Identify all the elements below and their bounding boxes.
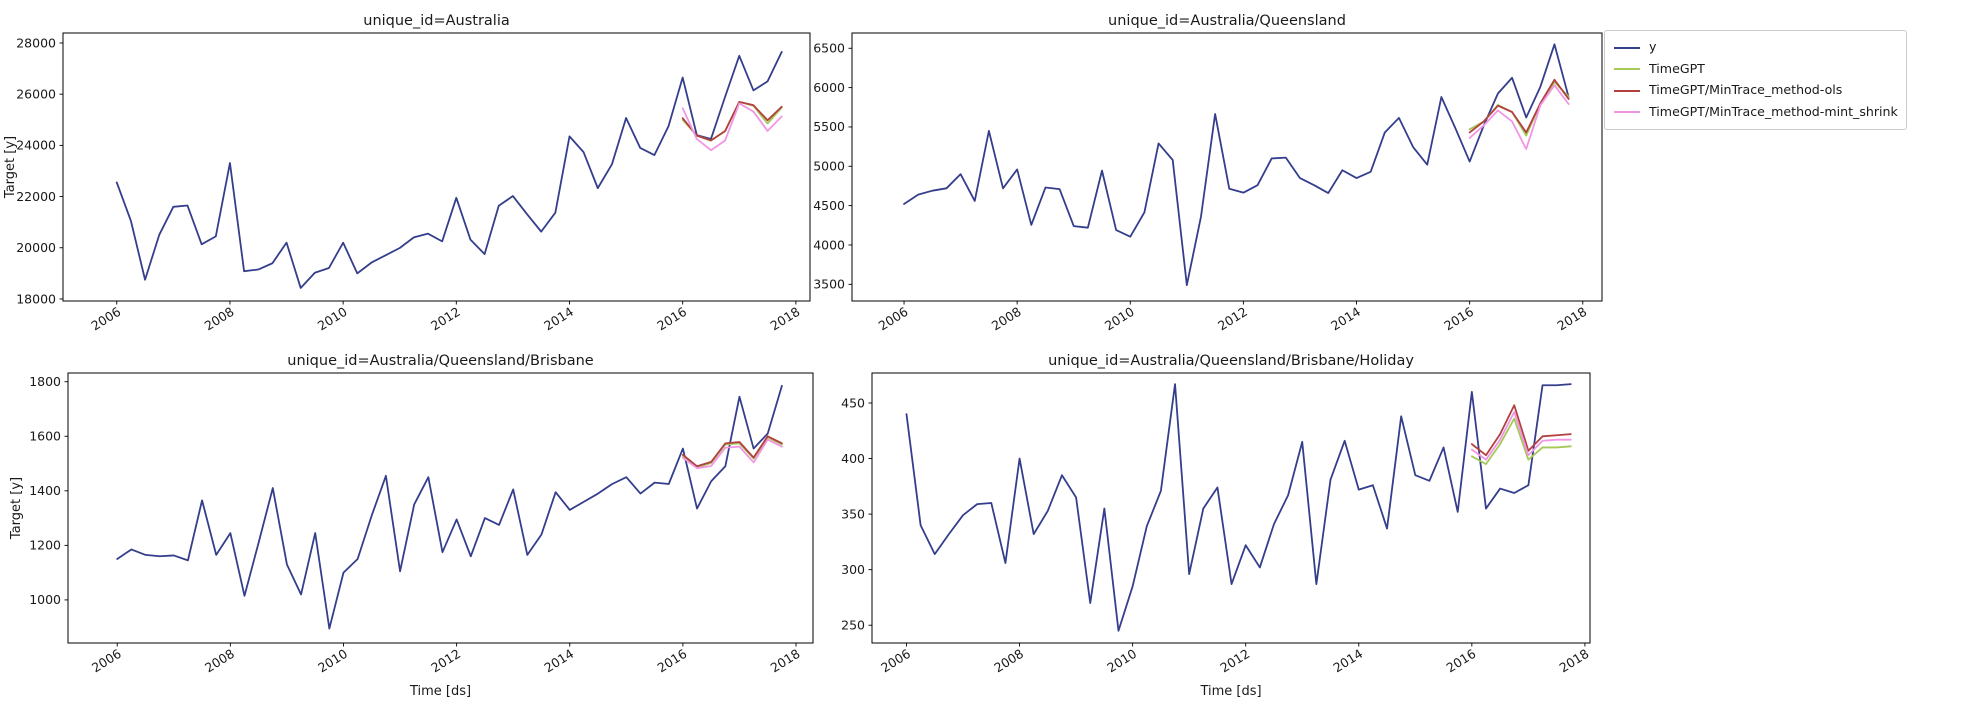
series-line-y [905,383,1572,632]
x-axis-tick-label: 2010 [1102,304,1137,334]
y-axis-label: Target [y] [3,136,18,199]
x-axis-tick-label: 2010 [1104,646,1139,676]
x-axis-tick-label: 2012 [428,646,463,676]
y-axis-tick-label: 4500 [813,198,845,213]
y-axis-tick-label: 20000 [16,240,56,255]
y-axis-tick-label: 6500 [813,41,845,56]
x-axis-tick-label: 2014 [1328,304,1363,334]
y-axis-tick-label: 350 [841,506,865,521]
y-axis-tick-label: 1000 [29,592,61,607]
y-axis-tick-label: 4000 [813,237,845,252]
x-axis-tick-label: 2008 [989,304,1024,334]
y-axis-tick-label: 1400 [29,483,61,498]
series-line-timegpt-mintrace-method-ols [681,100,783,142]
y-axis-tick-label: 450 [841,395,865,410]
subplot-queensland: 3500 4000 4500 5000 5500 6000 6500 2006 2008 2010… [813,13,1603,334]
series-line-timegpt-mintrace-method-mint-shrink [681,438,783,470]
x-axis-tick-label: 2008 [991,646,1026,676]
series-line-timegpt-mintrace-method-mint-shrink [1468,84,1570,150]
x-axis-tick-label: 2008 [202,304,237,334]
y-axis-tick-label: 22000 [16,189,56,204]
x-axis-tick-label: 2012 [1217,646,1252,676]
series-line-y [903,43,1570,287]
x-axis-tick-label: 2014 [541,646,576,676]
plot-title: unique_id=Australia/Queensland [1108,13,1346,29]
series-line-timegpt [1468,81,1570,137]
x-axis-tick-label: 2006 [88,304,123,334]
legend-item-label: TimeGPT [1649,60,1705,76]
x-axis-tick-label: 2012 [428,304,463,334]
plot-title: unique_id=Australia/Queensland/Brisbane/… [1048,353,1414,369]
y-axis-tick-label: 1800 [29,374,61,389]
legend-item: y [1614,37,1898,59]
x-axis-tick-label: 2006 [878,646,913,676]
y-axis-tick-label: 6000 [813,80,845,95]
plot-title: unique_id=Australia [363,13,510,29]
legend-line-swatch [1614,111,1640,114]
legend-line-swatch [1614,68,1640,71]
subplot-brisbane: 1000 1200 1400 1600 1800 2006 2008 2010 2012 2014… [9,353,814,699]
x-axis-tick-label: 2012 [1215,304,1250,334]
x-axis-label: Time [ds] [409,684,471,699]
y-axis-tick-label: 28000 [16,35,56,50]
y-axis-tick-label: 26000 [16,86,56,101]
y-axis-tick-label: 1200 [29,538,61,553]
y-axis-tick-label: 5500 [813,119,845,134]
x-axis-label: Time [ds] [1199,684,1261,699]
legend-item-label: TimeGPT/MinTrace_method-ols [1649,82,1843,98]
y-axis-tick-label: 250 [841,618,865,633]
plot-frame [871,372,1591,644]
series-line-timegpt-mintrace-method-mint-shrink [1470,410,1572,461]
plot-frame [67,372,814,644]
subplot-australia: 18000 20000 22000 24000 26000 28000 2006 2008 20… [3,13,811,334]
legend-item: TimeGPT [1614,59,1898,81]
y-axis-tick-label: 400 [841,451,865,466]
x-axis-tick-label: 2016 [1441,304,1476,334]
x-axis-tick-label: 2006 [876,304,911,334]
legend-item: TimeGPT/MinTrace_method-mint_shrink [1614,102,1898,124]
legend-line-swatch [1614,89,1640,92]
y-axis-label: Target [y] [9,477,24,540]
legend-item-label: TimeGPT/MinTrace_method-mint_shrink [1649,103,1898,119]
x-axis-tick-label: 2018 [1554,304,1589,334]
plot-frame [62,32,811,302]
x-axis-tick-label: 2014 [1330,646,1365,676]
x-axis-tick-label: 2016 [1444,646,1479,676]
legend-line-swatch [1614,46,1640,49]
legend-item: TimeGPT/MinTrace_method-ols [1614,80,1898,102]
series-line-timegpt [1470,417,1572,466]
x-axis-tick-label: 2018 [768,304,803,334]
y-axis-tick-label: 3500 [813,277,845,292]
x-axis-tick-label: 2016 [654,304,689,334]
series-line-y [116,384,783,630]
series-line-timegpt-mintrace-method-mint-shrink [681,102,783,152]
x-axis-tick-label: 2016 [655,646,690,676]
y-axis-tick-label: 300 [841,562,865,577]
x-axis-tick-label: 2010 [315,304,350,334]
plot-frame [851,32,1603,302]
x-axis-tick-label: 2010 [315,646,350,676]
series-line-timegpt-mintrace-method-ols [681,435,783,468]
series-line-timegpt-mintrace-method-ols [1468,78,1570,134]
y-axis-tick-label: 5000 [813,159,845,174]
subplot-brisbane-holiday: 250 300 350 400 450 2006 2008 2010 2012 2014 2016 2… [841,353,1591,699]
series-line-timegpt-mintrace-method-ols [1470,404,1572,457]
y-axis-tick-label: 18000 [16,291,56,306]
plot-title: unique_id=Australia/Queensland/Brisbane [287,353,594,369]
x-axis-tick-label: 2006 [89,646,124,676]
series-line-y [115,51,783,289]
x-axis-tick-label: 2008 [202,646,237,676]
x-axis-tick-label: 2018 [1557,646,1592,676]
y-axis-tick-label: 1600 [29,429,61,444]
legend-item-label: y [1649,39,1657,55]
x-axis-tick-label: 2018 [768,646,803,676]
y-axis-tick-label: 24000 [16,138,56,153]
x-axis-tick-label: 2014 [541,304,576,334]
legend: y TimeGPT TimeGPT/MinTrace_method-ols TimeG… [1604,30,1907,130]
